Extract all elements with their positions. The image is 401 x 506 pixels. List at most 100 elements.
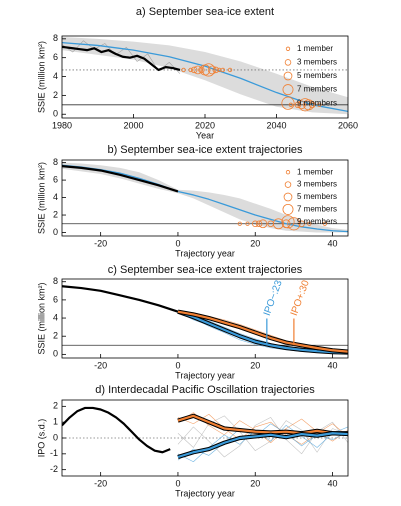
legend-marker [283, 71, 293, 81]
legend-label: 5 members [297, 192, 337, 201]
x-axis-label: Year [196, 130, 214, 140]
scatter-point [297, 100, 306, 110]
y-tick-label: 0 [53, 227, 58, 237]
legend-marker [282, 203, 294, 215]
series-line [62, 285, 179, 313]
annotation-label: IPO−:23 [262, 279, 285, 318]
plot-area [62, 285, 348, 355]
scatter-point [258, 219, 268, 229]
series-line [177, 310, 348, 354]
series-line [177, 432, 348, 459]
legend-label: 9 members [297, 217, 337, 226]
legend-label: 1 member [297, 167, 333, 176]
scatter-point [227, 67, 233, 73]
series-line [62, 406, 171, 454]
x-tick-label: 40 [328, 360, 338, 370]
scatter-point [237, 221, 242, 226]
y-tick-label: 0 [53, 432, 58, 442]
series-line [177, 423, 348, 461]
x-tick-label: -20 [94, 360, 107, 370]
y-tick-label: 8 [53, 33, 58, 43]
x-tick-label: 2020 [195, 120, 215, 130]
series-line [62, 164, 348, 233]
x-tick-label: 2000 [123, 120, 143, 130]
scatter-point [272, 218, 284, 230]
x-tick-label: 0 [175, 478, 180, 488]
x-tick-label: 40 [328, 478, 338, 488]
y-axis-label: SSIE (million km²) [36, 282, 46, 354]
scatter-point [298, 220, 305, 228]
scatter-point [322, 221, 327, 226]
x-tick-label: 2040 [266, 120, 286, 130]
y-tick-label: -2 [50, 464, 58, 474]
x-tick-label: 0 [175, 360, 180, 370]
y-tick-label: 4 [53, 192, 58, 202]
panel-title: d) Interdecadal Pacific Oscillation traj… [95, 384, 315, 396]
scatter-point [317, 102, 322, 107]
y-tick-label: 2 [53, 331, 58, 341]
series-line [177, 310, 348, 353]
x-tick-label: 2060 [338, 120, 358, 130]
y-tick-label: -1 [50, 448, 58, 458]
legend-label: 7 members [297, 205, 337, 214]
series-line [62, 45, 181, 72]
y-tick-label: 6 [53, 52, 58, 62]
y-tick-label: 2 [53, 209, 58, 219]
y-tick-label: 0 [53, 349, 58, 359]
scatter-point [220, 67, 226, 73]
y-tick-label: 8 [53, 157, 58, 167]
legend-label: 7 members [297, 85, 337, 94]
panel-title: b) September sea-ice extent trajectories [107, 144, 303, 156]
x-tick-label: 40 [328, 238, 338, 248]
plot-area [62, 406, 348, 463]
scatter-point [303, 99, 315, 111]
scatter-point [202, 63, 216, 77]
y-tick-label: 0 [53, 109, 58, 119]
scatter-point [255, 220, 263, 228]
scatter-point [251, 220, 259, 228]
y-tick-label: 4 [53, 312, 58, 322]
plot-area [62, 36, 348, 115]
legend-marker [284, 181, 292, 188]
y-tick-label: 2 [53, 90, 58, 100]
legend-marker [282, 84, 294, 96]
plot-area [62, 162, 348, 233]
y-tick-label: 8 [53, 276, 58, 286]
y-axis-label: IPO (s.d.) [36, 419, 46, 458]
legend-marker [283, 192, 293, 202]
legend-marker [281, 96, 295, 110]
x-tick-label: 1980 [52, 120, 72, 130]
scatter-point [294, 101, 302, 109]
y-tick-label: 6 [53, 174, 58, 184]
x-axis-label: Trajectory year [175, 370, 235, 380]
scatter-point [181, 67, 186, 73]
scatter-point [308, 101, 316, 109]
legend-marker [284, 59, 292, 66]
scatter-point [245, 221, 250, 226]
y-tick-label: 4 [53, 71, 58, 81]
scatter-point [207, 65, 217, 75]
y-tick-label: 6 [53, 294, 58, 304]
legend-label: 3 members [297, 58, 337, 67]
series-line [177, 414, 348, 435]
scatter-point [198, 66, 205, 74]
plot-frame [61, 278, 349, 359]
scatter-point [193, 65, 203, 75]
scatter-point [298, 98, 312, 112]
y-axis-label: SSIE (million km²) [36, 162, 46, 234]
series-line [177, 415, 348, 453]
scatter-point [212, 66, 219, 74]
scatter-point [191, 66, 198, 74]
x-tick-label: -20 [94, 238, 107, 248]
scatter-point [287, 217, 301, 231]
y-tick-label: 2 [53, 401, 58, 411]
annotation-label: IPO+:30 [289, 279, 312, 318]
x-tick-label: 20 [250, 478, 260, 488]
legend-marker [285, 170, 291, 175]
x-tick-label: 0 [175, 238, 180, 248]
legend-label: 5 members [297, 71, 337, 80]
legend-label: 3 members [297, 180, 337, 189]
x-axis-label: Trajectory year [175, 488, 235, 498]
legend-label: 1 member [297, 44, 333, 53]
